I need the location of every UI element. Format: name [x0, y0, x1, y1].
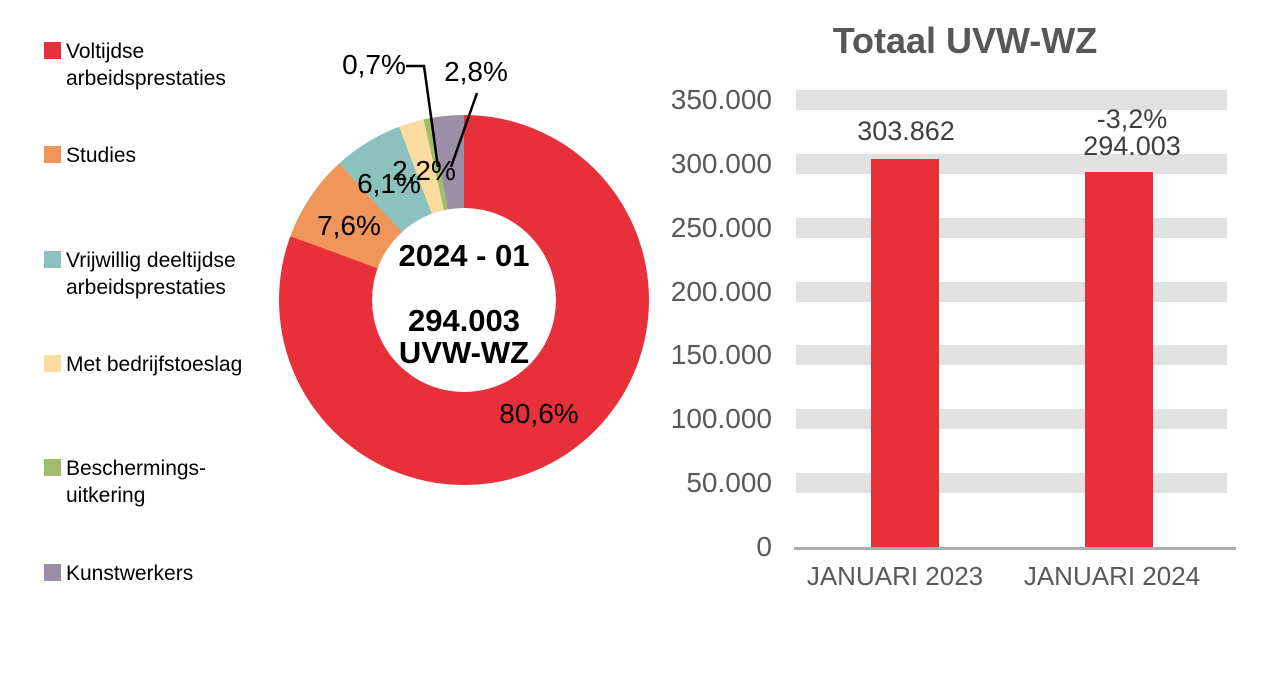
gridline-band — [796, 473, 1227, 494]
y-axis-tick-label: 0 — [756, 531, 772, 562]
gridline-band — [796, 217, 1227, 238]
legend-item[interactable]: Met bedrijfstoeslag — [44, 351, 274, 378]
gridline-band — [796, 281, 1227, 302]
legend-item[interactable]: Voltijdse arbeidsprestaties — [44, 38, 274, 92]
y-axis-tick-label: 250.000 — [670, 211, 772, 243]
legend-item[interactable]: Kunstwerkers — [44, 560, 274, 587]
donut-center-unit: UVW-WZ — [398, 335, 530, 370]
donut-chart-ring[interactable]: 2024 - 01 294.003 UVW-WZ — [279, 115, 649, 485]
y-axis-tick-label: 200.000 — [670, 275, 772, 307]
legend-swatch-icon — [44, 459, 61, 476]
legend-item[interactable]: Studies — [44, 142, 274, 169]
legend-item-label: Studies — [66, 144, 137, 167]
bar-januari-2024[interactable] — [1085, 171, 1153, 547]
legend-item-label: Met bedrijfstoeslag — [66, 353, 243, 376]
gridline-band — [796, 409, 1227, 430]
legend-swatch-icon — [44, 564, 61, 581]
bar-chart-title: Totaal UVW-WZ — [832, 20, 1098, 61]
x-axis-category-label: JANUARI 2023 — [806, 561, 984, 591]
y-axis-tick-label: 100.000 — [670, 403, 772, 435]
gridline-band — [796, 90, 1227, 110]
gridline-band — [796, 345, 1227, 366]
bar-value-label: -3,2% 294.003 — [1012, 106, 1252, 160]
legend-item-label: Vrijwillig deeltijdse arbeidsprestaties — [66, 249, 236, 299]
y-axis-tick-label: 50.000 — [686, 467, 772, 499]
slice-percentage-label: 80,6% — [499, 398, 579, 429]
x-axis-line — [794, 547, 1236, 550]
legend-swatch-icon — [44, 146, 61, 163]
legend-swatch-icon — [44, 42, 61, 59]
donut-center-total: 294.003 — [407, 303, 521, 338]
legend-swatch-icon — [44, 355, 61, 372]
slice-percentage-label: 7,6% — [317, 210, 381, 241]
legend-swatch-icon — [44, 251, 61, 268]
legend-item[interactable]: Beschermings-uitkering — [44, 455, 274, 509]
bar-value-label-line: 303.862 — [857, 116, 955, 146]
y-axis-tick-label: 300.000 — [670, 147, 772, 179]
donut-center-period: 2024 - 01 — [398, 238, 530, 273]
slice-percentage-label: 0,7% — [342, 49, 406, 80]
legend-item-label: Kunstwerkers — [66, 562, 194, 585]
bar-value-label: 303.862 — [786, 118, 1026, 145]
legend-item-label: Beschermings-uitkering — [66, 457, 207, 507]
bar-value-label-line: -3,2% — [1096, 104, 1168, 134]
x-axis-category-label: JANUARI 2024 — [1023, 561, 1201, 591]
slice-percentage-label: 6,1% — [357, 168, 421, 199]
slice-percentage-label: 2,8% — [444, 56, 508, 87]
y-axis-tick-label: 350.000 — [670, 84, 772, 115]
legend-item[interactable]: Vrijwillig deeltijdse arbeidsprestaties — [44, 247, 274, 301]
donut-center-hole — [372, 208, 556, 392]
slice-percentage-label: 2,2% — [392, 155, 456, 186]
legend-item-label: Voltijdse arbeidsprestaties — [66, 40, 226, 90]
y-axis-tick-label: 150.000 — [670, 339, 772, 371]
bar-value-label-line: 294.003 — [1083, 131, 1181, 161]
bar-januari-2023[interactable] — [871, 158, 939, 547]
